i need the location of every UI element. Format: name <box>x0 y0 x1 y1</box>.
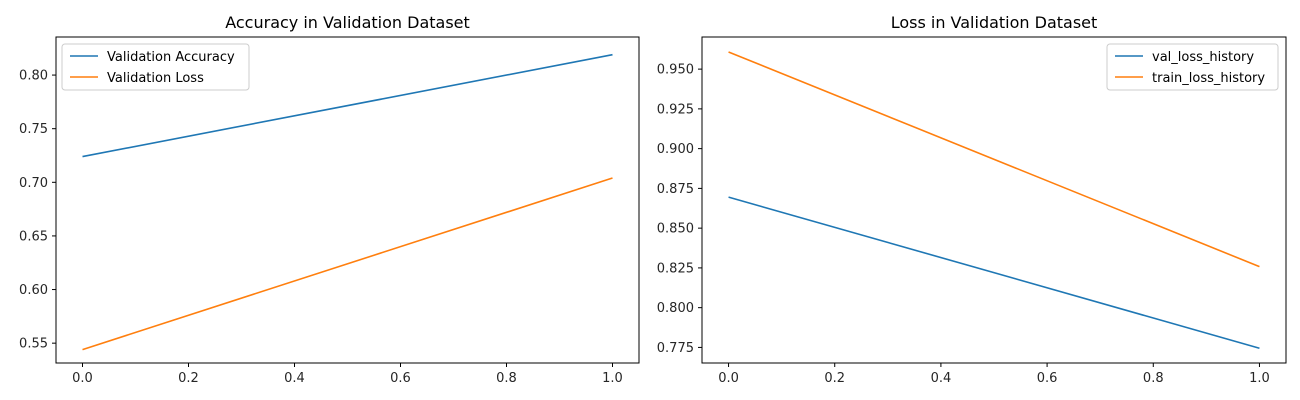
x-tick-label: 0.8 <box>496 371 517 386</box>
y-tick-label: 0.800 <box>657 301 694 316</box>
y-tick-label: 0.900 <box>657 142 694 157</box>
chart-title: Loss in Validation Dataset <box>891 13 1098 32</box>
y-tick-label: 0.950 <box>657 63 694 78</box>
y-tick-label: 0.55 <box>19 337 48 352</box>
series-line-validation-accuracy <box>82 53 613 158</box>
y-tick-label: 0.925 <box>657 102 694 117</box>
x-tick-label: 0.2 <box>824 371 845 386</box>
y-tick-label: 0.825 <box>657 261 694 276</box>
legend-label: Validation Loss <box>107 71 204 86</box>
y-tick-label: 0.65 <box>19 229 48 244</box>
x-tick-label: 0.2 <box>178 371 199 386</box>
loss-panel: Loss in Validation Dataset 0.0 0.2 0.4 0.6 0.… <box>657 13 1287 386</box>
y-tick-label: 0.75 <box>19 122 48 137</box>
legend: val_loss_history train_loss_history <box>1106 43 1279 91</box>
y-tick-label: 0.60 <box>19 283 48 298</box>
x-tick-label: 1.0 <box>602 371 623 386</box>
y-tick-label: 0.80 <box>19 69 48 84</box>
x-tick-label: 1.0 <box>1249 371 1270 386</box>
x-tick-label: 0.6 <box>1037 371 1058 386</box>
legend-box <box>1106 43 1279 91</box>
y-tick-label: 0.875 <box>657 182 694 197</box>
y-tick-label: 0.70 <box>19 176 48 191</box>
plot-area-frame <box>701 36 1287 364</box>
legend-label: val_loss_history <box>1152 50 1254 65</box>
chart-title: Accuracy in Validation Dataset <box>225 13 470 32</box>
x-tick-label: 0.4 <box>284 371 305 386</box>
y-tick-label: 0.850 <box>657 222 694 237</box>
legend-label: train_loss_history <box>1152 71 1265 86</box>
plot-area-frame <box>55 36 640 364</box>
y-tick-label: 0.775 <box>657 341 694 356</box>
x-tick-label: 0.8 <box>1143 371 1164 386</box>
x-tick-label: 0.6 <box>390 371 411 386</box>
legend-label: Validation Accuracy <box>107 50 235 65</box>
series-line-validation-loss <box>82 177 613 351</box>
legend-box <box>61 43 250 91</box>
x-tick-label: 0.4 <box>931 371 952 386</box>
series-line-val-loss-history <box>728 196 1260 349</box>
accuracy-panel: Accuracy in Validation Dataset 0.0 0.2 0.4 0… <box>19 13 640 386</box>
series-line-train-loss-history <box>728 51 1260 268</box>
x-tick-label: 0.0 <box>72 371 93 386</box>
legend: Validation Accuracy Validation Loss <box>61 43 250 91</box>
x-tick-label: 0.0 <box>718 371 739 386</box>
